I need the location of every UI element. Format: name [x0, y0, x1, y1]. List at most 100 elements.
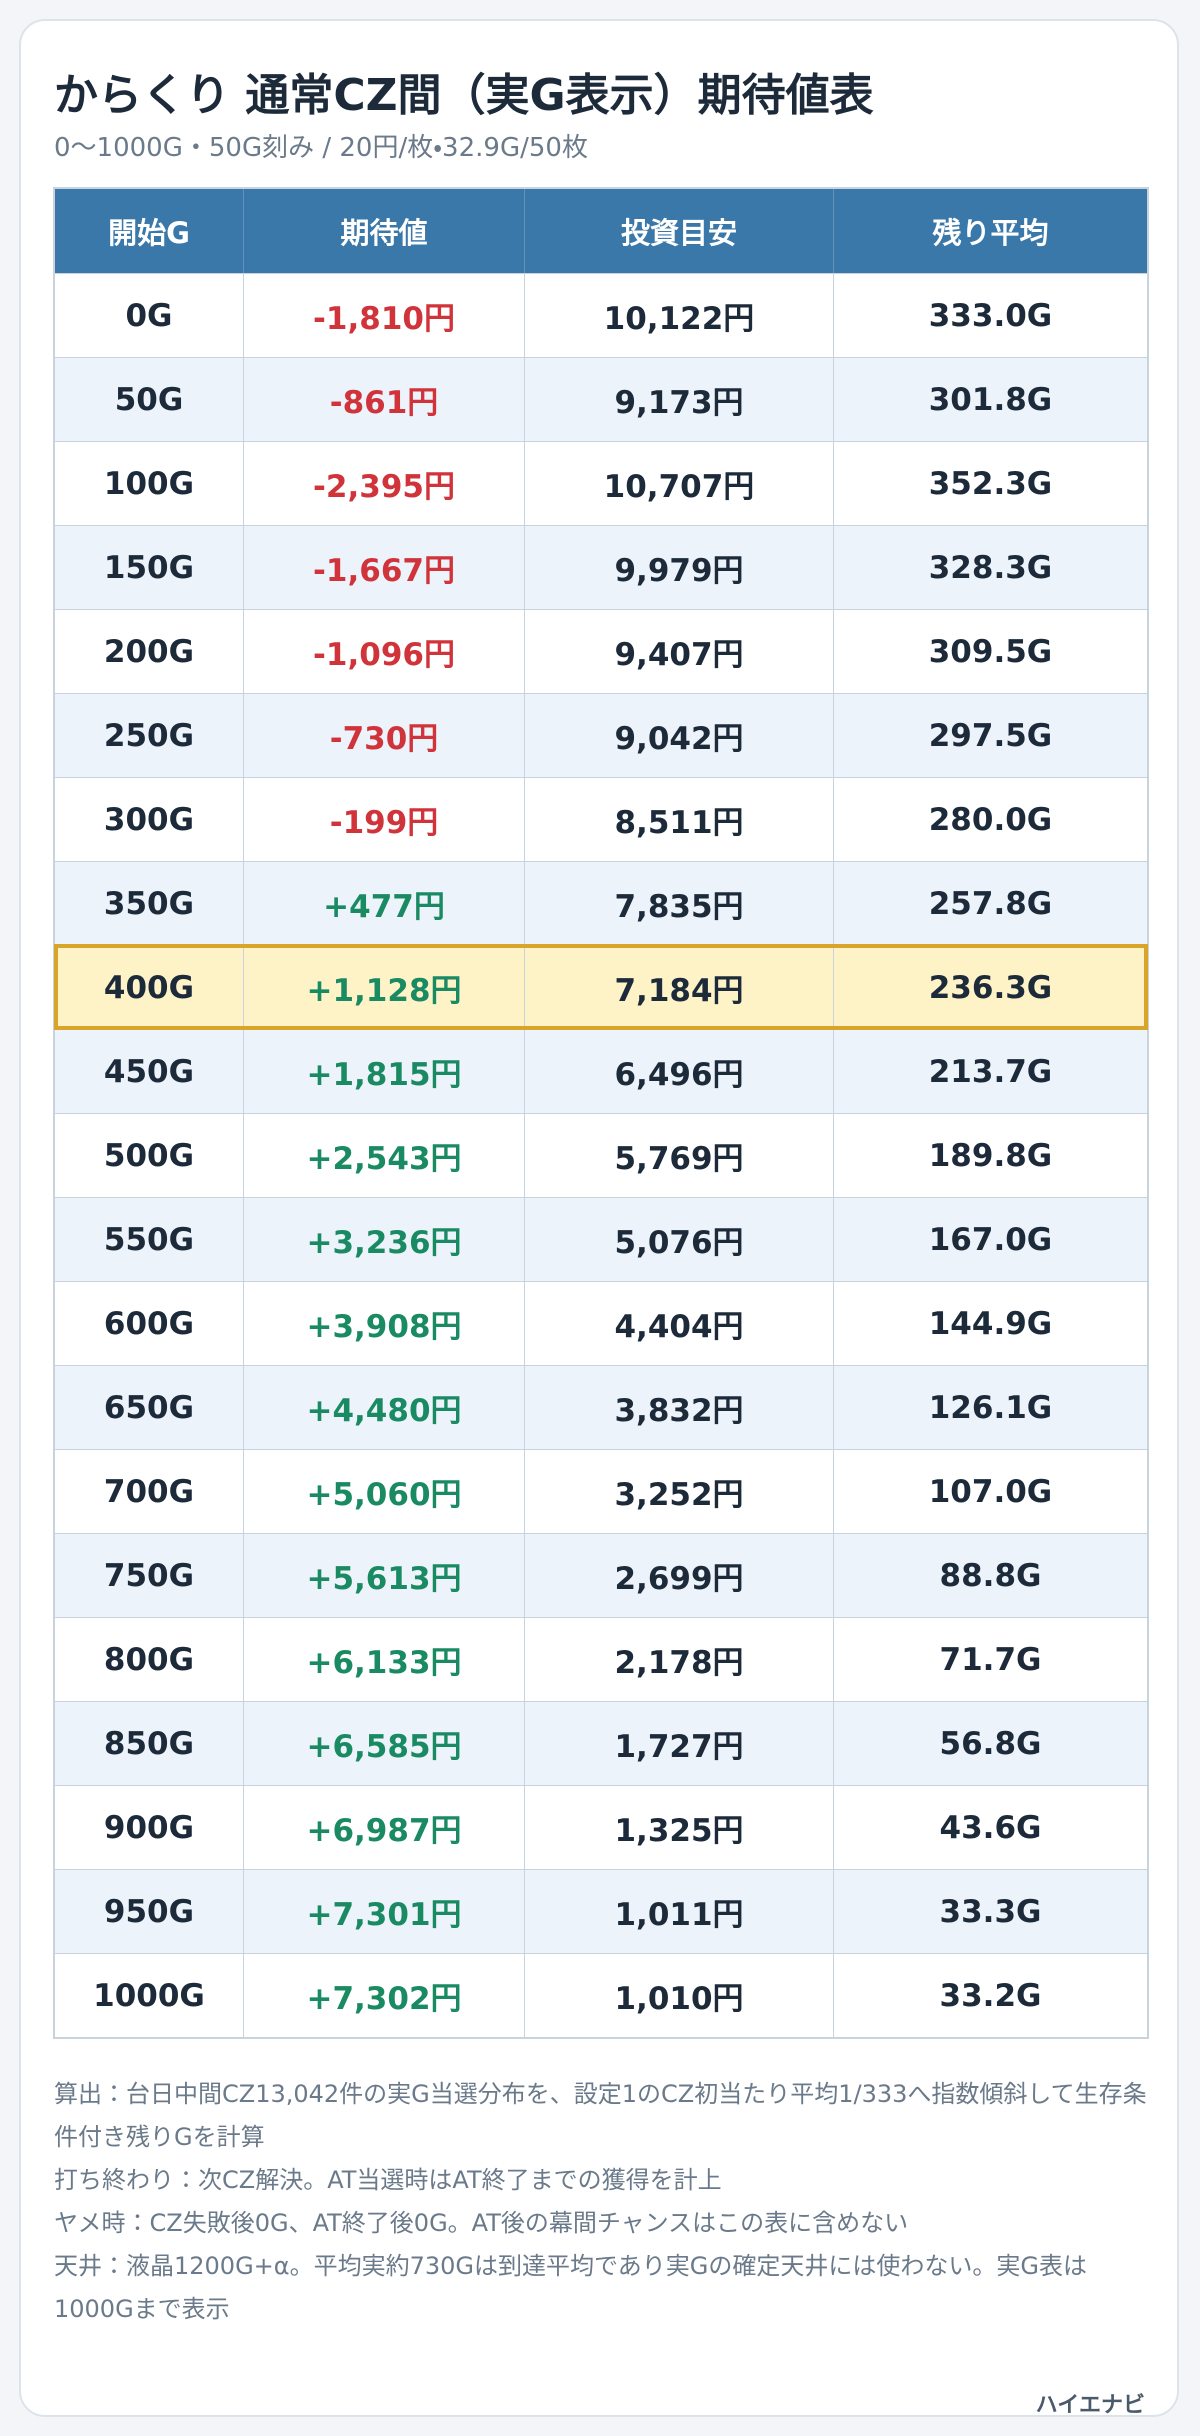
note: ヤメ時：CZ失敗後0G、AT終了後0G。AT後の幕間チャンスはこの表に含めない: [54, 2209, 909, 2237]
table-cell: +3,236円: [243, 1198, 524, 1281]
header-cell: 期待値: [243, 189, 524, 273]
table-cell: 5,769円: [524, 1114, 833, 1197]
table-cell: 100G: [103, 465, 195, 502]
table-cell: 3,252円: [524, 1450, 833, 1533]
table-cell: 0G: [125, 297, 173, 334]
table-cell: 328.3G: [833, 526, 1147, 609]
table-row: 650G +4,480円 3,832円 126.1G: [55, 1365, 1147, 1449]
table-cell: -2,395円: [243, 442, 524, 525]
table-cell: 43.6G: [833, 1786, 1147, 1869]
table-row: 0G -1,810円 10,122円 333.0G: [55, 273, 1147, 357]
table-cell: 333.0G: [833, 274, 1147, 357]
table-cell: +4,480円: [243, 1366, 524, 1449]
table-cell: 850G: [103, 1725, 195, 1762]
table-cell: +2,543円: [243, 1114, 524, 1197]
table-row: 900G +6,987円 1,325円 43.6G: [55, 1785, 1147, 1869]
table-cell: 8,511円: [524, 778, 833, 861]
table-cell: 400G: [103, 969, 195, 1006]
table-row: 550G +3,236円 5,076円 167.0G: [55, 1197, 1147, 1281]
header-cell: 投資目安: [524, 189, 833, 273]
header-cell: 開始G: [108, 216, 190, 250]
table-cell: 352.3G: [833, 442, 1147, 525]
table-cell: +6,585円: [243, 1702, 524, 1785]
table-cell: 33.3G: [833, 1870, 1147, 1953]
table-cell: 88.8G: [833, 1534, 1147, 1617]
table-cell: 6,496円: [524, 1030, 833, 1113]
table-cell: 1,727円: [524, 1702, 833, 1785]
table-cell: 2,178円: [524, 1618, 833, 1701]
table-cell: 189.8G: [833, 1114, 1147, 1197]
brand: ハイエナビ: [1035, 2393, 1145, 2418]
table-row: 350G +477円 7,835円 257.8G: [55, 861, 1147, 945]
table-row: 100G -2,395円 10,707円 352.3G: [55, 441, 1147, 525]
table-cell: 1,325円: [524, 1786, 833, 1869]
table-cell: 167.0G: [833, 1198, 1147, 1281]
table-cell: 56.8G: [833, 1702, 1147, 1785]
table-cell: 500G: [103, 1137, 195, 1174]
table-cell: -199円: [243, 778, 524, 861]
table-cell: +6,987円: [243, 1786, 524, 1869]
table-row: 200G -1,096円 9,407円 309.5G: [55, 609, 1147, 693]
note: 打ち終わり：次CZ解決。AT当選時はAT終了までの獲得を計上: [54, 2166, 722, 2194]
table-row: 750G +5,613円 2,699円 88.8G: [55, 1533, 1147, 1617]
table: 開始G 期待値 投資目安 残り平均 0G -1,810円 10,122円 333.0G 50G -…: [53, 187, 1149, 2039]
table-cell: 5,076円: [524, 1198, 833, 1281]
table-row: 300G -199円 8,511円 280.0G: [55, 777, 1147, 861]
table-cell: -1,667円: [243, 526, 524, 609]
table-row: 150G -1,667円 9,979円 328.3G: [55, 525, 1147, 609]
table-row: 1000G +7,302円 1,010円 33.2G: [55, 1953, 1147, 2037]
table-cell: 300G: [103, 801, 195, 838]
note: 算出：台日中間CZ13,042件の実G当選分布を、設定1のCZ初当たり平均1/3…: [54, 2080, 1147, 2151]
table-cell: 10,122円: [524, 274, 833, 357]
table-cell: 600G: [103, 1305, 195, 1342]
table-row: 50G -861円 9,173円 301.8G: [55, 357, 1147, 441]
table-cell: +6,133円: [243, 1618, 524, 1701]
table-row: 950G +7,301円 1,011円 33.3G: [55, 1869, 1147, 1953]
table-row: 250G -730円 9,042円 297.5G: [55, 693, 1147, 777]
table-cell: 107.0G: [833, 1450, 1147, 1533]
table-cell: 700G: [103, 1473, 195, 1510]
table-cell: 2,699円: [524, 1534, 833, 1617]
table-cell: 350G: [103, 885, 195, 922]
table-cell: 150G: [103, 549, 195, 586]
title: からくり 通常CZ間（実G表示）期待値表: [54, 70, 874, 121]
table-row: 600G +3,908円 4,404円 144.9G: [55, 1281, 1147, 1365]
table-cell: 50G: [114, 381, 184, 418]
table-cell: 3,832円: [524, 1366, 833, 1449]
table-cell: 71.7G: [833, 1618, 1147, 1701]
table-cell: 301.8G: [833, 358, 1147, 441]
table-cell: 144.9G: [833, 1282, 1147, 1365]
table-cell: 7,835円: [524, 862, 833, 945]
card: からくり 通常CZ間（実G表示）期待値表 0〜1000G・50G刻み / 20円…: [19, 19, 1179, 2418]
table-cell: +1,128円: [243, 946, 524, 1029]
notes: 算出：台日中間CZ13,042件の実G当選分布を、設定1のCZ初当たり平均1/3…: [54, 2073, 1150, 2331]
table-cell: 550G: [103, 1221, 195, 1258]
table-cell: 200G: [103, 633, 195, 670]
table-cell: +5,060円: [243, 1450, 524, 1533]
table-cell: 650G: [103, 1389, 195, 1426]
header-cell: 残り平均: [833, 189, 1147, 273]
table-cell: 33.2G: [833, 1954, 1147, 2037]
table-cell: +3,908円: [243, 1282, 524, 1365]
table-cell: 9,407円: [524, 610, 833, 693]
table-cell: +477円: [243, 862, 524, 945]
table-cell: 10,707円: [524, 442, 833, 525]
table-cell: 9,042円: [524, 694, 833, 777]
table-cell: 297.5G: [833, 694, 1147, 777]
table-row: 800G +6,133円 2,178円 71.7G: [55, 1617, 1147, 1701]
table-cell: 280.0G: [833, 778, 1147, 861]
table-cell: 213.7G: [833, 1030, 1147, 1113]
table-row: 400G +1,128円 7,184円 236.3G: [54, 944, 1148, 1030]
table-cell: 1,011円: [524, 1870, 833, 1953]
table-cell: 750G: [103, 1557, 195, 1594]
table-cell: -1,810円: [243, 274, 524, 357]
table-cell: 309.5G: [833, 610, 1147, 693]
table-cell: 7,184円: [524, 946, 833, 1029]
table-row: 450G +1,815円 6,496円 213.7G: [55, 1029, 1147, 1113]
table-cell: 450G: [103, 1053, 195, 1090]
table-cell: 1000G: [93, 1977, 205, 2014]
table-cell: 1,010円: [524, 1954, 833, 2037]
table-cell: +1,815円: [243, 1030, 524, 1113]
table-cell: -1,096円: [243, 610, 524, 693]
